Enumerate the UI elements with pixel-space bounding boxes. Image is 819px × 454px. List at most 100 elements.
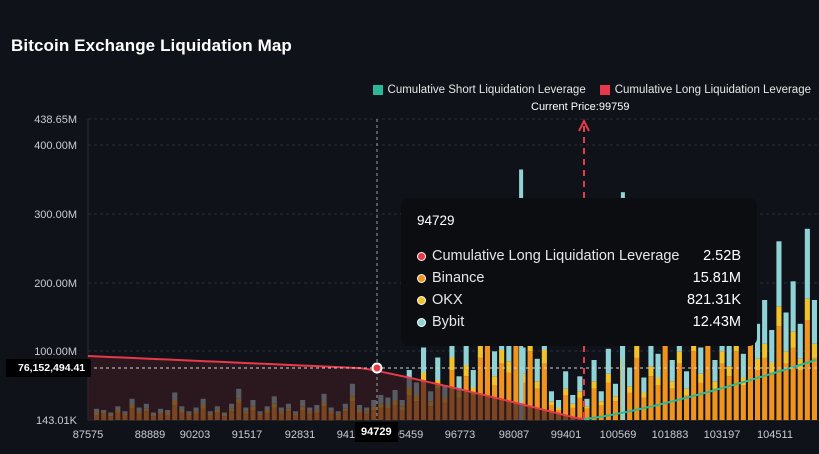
bar-segment [548,401,554,406]
bar-segment [797,323,803,359]
bar-segment [421,372,427,383]
bar-segment [776,306,782,327]
bar-segment [684,395,690,420]
bar-segment [669,388,675,421]
x-tick-label: 103197 [704,429,741,441]
bar-segment [627,386,633,393]
bar-segment [584,398,590,407]
tooltip-dot-long [417,251,426,261]
bar-segment [627,392,633,420]
crosshair-marker [371,362,383,374]
bar-segment [684,371,690,389]
bar-segment [811,300,817,344]
bar-segment [570,395,576,404]
bar-segment [627,367,633,387]
cumulative-lines [87,355,817,420]
bar-segment [762,357,768,420]
bar-segment [755,323,761,359]
bar-segment [783,363,789,421]
bar-segment [541,363,547,421]
x-axis: 87575 88889 90203 91517 92831 94145 95459 96773… [73,429,793,441]
bar-segment [776,241,782,307]
legend-label-short: Cumulative Short Liquidation Leverage [387,84,586,96]
bar-segment [655,385,661,420]
y-tick-label: 400.00M [34,140,77,152]
bar-segment [769,362,775,373]
tooltip-name-okx: OKX [432,292,463,308]
tooltip-dot-okx [417,295,426,305]
bar-segment [740,353,746,378]
legend-swatch-long [599,85,610,95]
bar-segment [534,358,540,382]
legend-swatch-short [372,85,383,95]
tooltip-dot-bybit [417,317,426,327]
bar-segment [755,370,761,420]
bar-segment [783,312,789,352]
bar-segment [534,381,540,389]
legend-item-long[interactable]: Cumulative Long Liquidation Leverage [599,84,811,96]
bar-segment [499,363,505,421]
page-title: Bitcoin Exchange Liquidation Map [11,36,292,55]
bar-segment [605,373,611,383]
tooltip-value-bybit: 12.43M [692,314,741,330]
bar-segment [755,358,761,371]
bar-segment [783,351,789,364]
y-axis: 438.65M 400.00M 300.00M 200.00M 100.00M 143.0… [34,114,77,427]
bar-segment [463,365,469,377]
legend-label-long: Cumulative Long Liquidation Leverage [614,84,811,96]
bar-segment [492,351,498,377]
bar-segment [477,342,483,358]
bar-segment [563,395,569,420]
legend-item-short[interactable]: Cumulative Short Liquidation Leverage [372,84,586,96]
tooltip-row-bybit: Bybit 12.43M [417,311,741,333]
bar-segment [719,351,725,364]
tooltip-value-binance: 15.81M [692,270,741,286]
bar-segment [762,343,768,358]
tooltip-value-okx: 821.31K [686,292,741,308]
x-tick-label: 88889 [135,429,166,441]
x-tick-label: 98087 [499,429,530,441]
bar-segment [506,361,512,373]
x-tick-label: 101883 [652,429,689,441]
x-tick-label: 91517 [232,429,263,441]
tooltip-name-long: Cumulative Long Liquidation Leverage [432,248,680,264]
bar-segment [811,343,817,358]
bar-segment [804,320,810,420]
bar-segment [563,371,569,389]
bar-segment [648,376,654,421]
bar-segment [698,347,704,374]
long-area [88,356,584,420]
bar-segment [463,333,469,366]
bar-segment [541,350,547,364]
x-tick-label: 95459 [393,429,424,441]
bar-segment [548,391,554,402]
chart-tooltip: 94729 Cumulative Long Liquidation Levera… [401,198,757,346]
bar-segment [605,348,611,374]
y-tick-label: 200.00M [34,278,77,290]
bar-segment [691,351,697,421]
bar-segment [676,363,682,421]
bar-segment [577,376,583,392]
bar-segment [776,326,782,421]
x-tick-label: 90203 [180,429,211,441]
bar-segment [790,347,796,420]
bar-segment [513,332,519,420]
bar-segment [598,405,604,420]
bar-segment [634,357,640,420]
bar-segment [584,408,590,421]
tooltip-name-bybit: Bybit [432,314,465,330]
bar-segment [577,397,583,420]
bar-segment [641,392,647,398]
bar-segment [790,331,796,348]
bar-segment [804,228,810,299]
tooltip-row-long: Cumulative Long Liquidation Leverage 2.5… [417,245,741,267]
bar-segment [669,381,675,389]
bar-segment [470,387,476,395]
bar-segment [456,376,462,392]
bar-segment [570,407,576,420]
bar-segment [733,351,739,421]
bar-segment [712,360,718,382]
x-tick-label: 96773 [445,429,476,441]
bar-segment [719,363,725,421]
bar-segment [449,357,455,370]
